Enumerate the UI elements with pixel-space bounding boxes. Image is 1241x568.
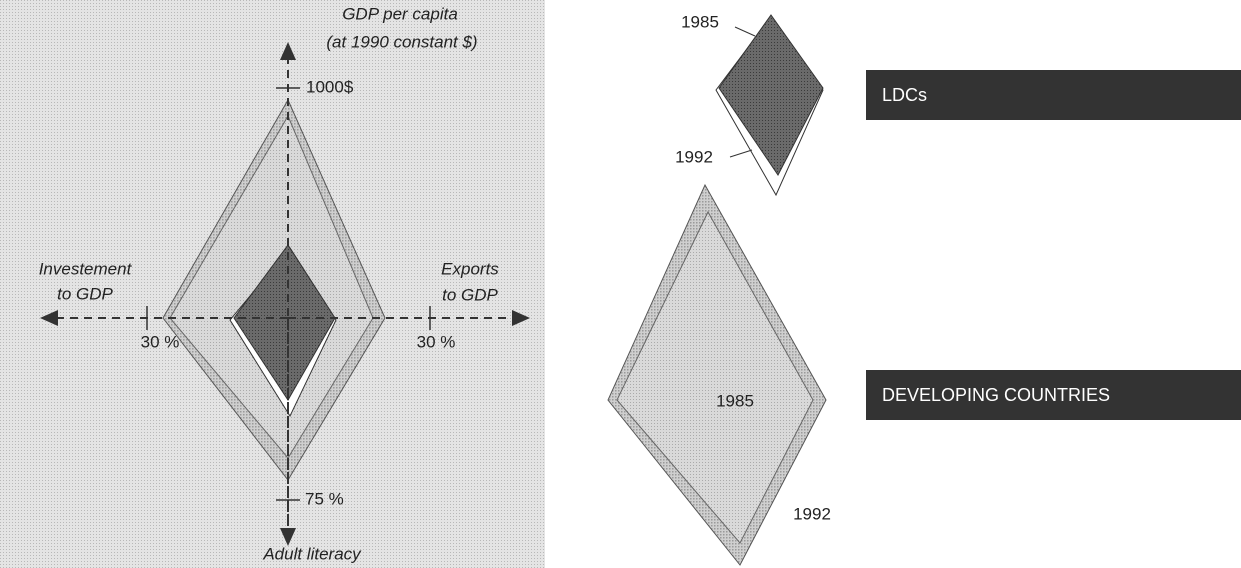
leader-line	[734, 26, 756, 37]
group-label: LDCs	[882, 85, 927, 105]
axis-title: Adult literacy	[262, 544, 362, 563]
tick-label: 30 %	[417, 332, 456, 351]
axis-subtitle: (at 1990 constant $)	[326, 32, 477, 51]
year-label: 1985	[716, 391, 754, 410]
tick-label: 30 %	[141, 332, 180, 351]
label-box	[866, 70, 1241, 120]
group-label: DEVELOPING COUNTRIES	[882, 385, 1110, 405]
ldc-diamond-1985	[718, 14, 824, 176]
tick-label: 75 %	[305, 489, 344, 508]
year-label: 1992	[675, 147, 713, 166]
year-label: 1992	[793, 504, 831, 523]
dev-diamond-1985	[616, 210, 814, 544]
leader-line	[729, 149, 753, 158]
axis-title: Investement	[39, 259, 133, 278]
axis-title: to GDP	[442, 285, 498, 304]
tick-label: 1000$	[306, 77, 354, 96]
axis-title: to GDP	[57, 284, 113, 303]
label-box	[866, 370, 1241, 420]
axis-title: GDP per capita	[342, 4, 458, 23]
year-label: 1985	[681, 12, 719, 31]
axis-title: Exports	[441, 259, 499, 278]
